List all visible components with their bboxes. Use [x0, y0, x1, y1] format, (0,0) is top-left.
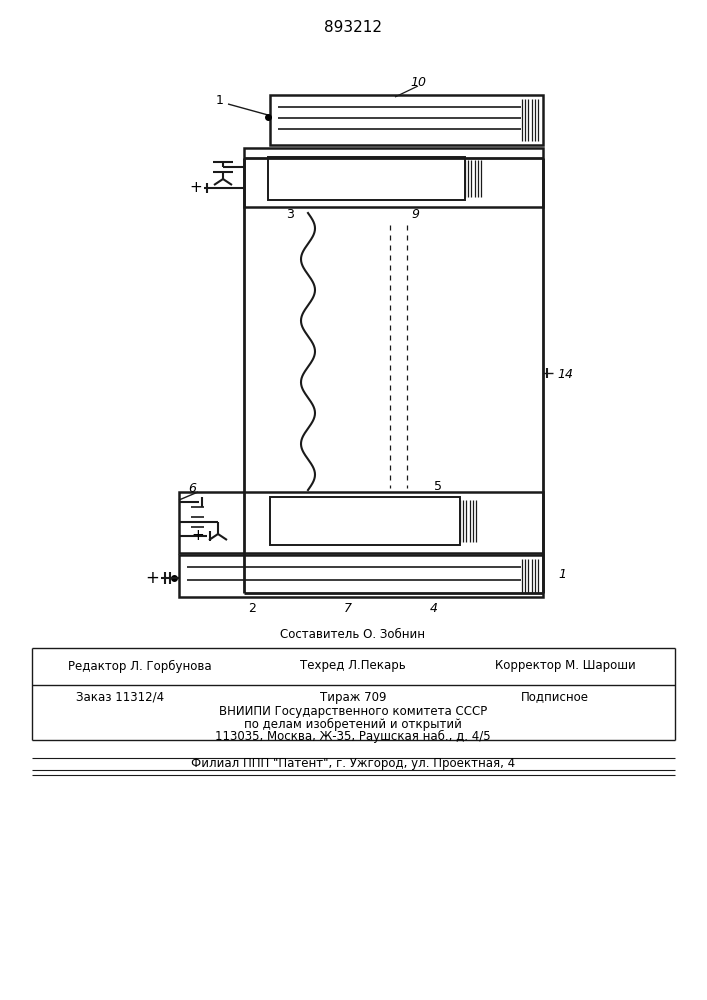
Text: Составитель О. Зобнин: Составитель О. Зобнин [281, 628, 426, 641]
Text: 113035, Москва, Ж-35, Раушская наб., д. 4/5: 113035, Москва, Ж-35, Раушская наб., д. … [215, 729, 491, 743]
Bar [179, 492, 543, 553]
Text: Тираж 709: Тираж 709 [320, 690, 386, 704]
Bar [179, 555, 543, 597]
Text: Филиал ППП "Патент", г. Ужгород, ул. Проектная, 4: Филиал ППП "Патент", г. Ужгород, ул. Про… [191, 756, 515, 770]
Text: +: + [189, 180, 202, 196]
Text: 10: 10 [410, 76, 426, 89]
Text: 9: 9 [411, 209, 419, 222]
Text: 893212: 893212 [324, 20, 382, 35]
Text: ВНИИПИ Государственного комитета СССР: ВНИИПИ Государственного комитета СССР [219, 706, 487, 718]
Bar [244, 148, 543, 207]
Text: Техред Л.Пекарь: Техред Л.Пекарь [300, 660, 406, 672]
Text: Подписное: Подписное [521, 690, 589, 704]
Text: Редактор Л. Горбунова: Редактор Л. Горбунова [68, 659, 212, 673]
Text: 3: 3 [286, 209, 294, 222]
Text: 14: 14 [557, 368, 573, 381]
Text: 7: 7 [344, 601, 352, 614]
Text: 1: 1 [216, 94, 224, 106]
Text: +: + [192, 528, 204, 544]
Text: по делам изобретений и открытий: по делам изобретений и открытий [244, 717, 462, 731]
Bar [268, 157, 465, 200]
Text: Корректор М. Шароши: Корректор М. Шароши [495, 660, 636, 672]
Text: 6: 6 [188, 482, 196, 494]
Text: +: + [145, 569, 159, 587]
Bar [270, 95, 543, 145]
Text: 1: 1 [558, 568, 566, 582]
Text: 5: 5 [434, 481, 442, 493]
Bar [270, 497, 460, 545]
Text: 4: 4 [430, 601, 438, 614]
Text: Заказ 11312/4: Заказ 11312/4 [76, 690, 164, 704]
Text: 2: 2 [248, 601, 256, 614]
